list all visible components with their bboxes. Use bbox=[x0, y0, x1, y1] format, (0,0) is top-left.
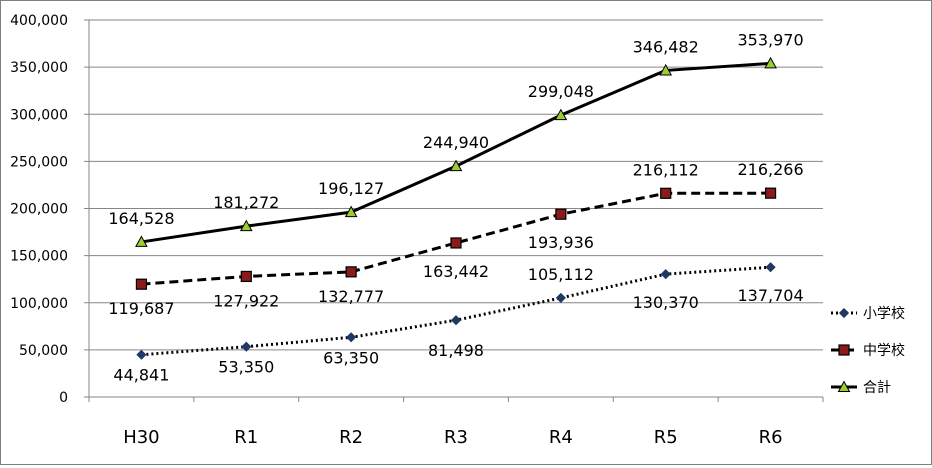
y-axis-tick-labels: 0 50,000 100,000 150,000 200,000 250,000 300,0… bbox=[10, 13, 68, 406]
data-label: 244,940 bbox=[423, 133, 489, 152]
y-tick-label: 150,000 bbox=[10, 249, 68, 265]
data-label: 299,048 bbox=[528, 82, 594, 101]
data-label: 44,841 bbox=[113, 366, 169, 385]
x-tick-label: H30 bbox=[123, 427, 159, 448]
data-label: 216,266 bbox=[737, 160, 803, 179]
x-tick-label: R3 bbox=[444, 427, 468, 448]
data-label: 130,370 bbox=[633, 293, 699, 312]
data-point bbox=[240, 270, 252, 283]
data-point bbox=[449, 159, 463, 172]
gridlines bbox=[89, 19, 823, 351]
y-tick-label: 200,000 bbox=[10, 202, 68, 218]
data-point bbox=[555, 208, 567, 220]
x-tick-label: R4 bbox=[549, 427, 573, 448]
data-point bbox=[764, 187, 777, 199]
x-axis-tick-labels: H30 R1 R2 R3 R4 R5 R6 bbox=[123, 427, 782, 448]
data-point bbox=[764, 56, 777, 69]
data-point bbox=[136, 349, 147, 360]
data-label: 346,482 bbox=[633, 37, 699, 56]
data-point bbox=[660, 187, 672, 199]
data-point bbox=[554, 108, 568, 121]
data-label: 127,922 bbox=[213, 291, 279, 310]
x-tick-label: R1 bbox=[234, 427, 258, 448]
y-tick-label: 350,000 bbox=[10, 60, 68, 76]
x-tick-label: R2 bbox=[339, 427, 363, 448]
data-point bbox=[346, 332, 357, 343]
data-point bbox=[659, 63, 673, 76]
y-tick-label: 300,000 bbox=[10, 107, 68, 123]
y-tick-label: 100,000 bbox=[10, 296, 68, 312]
data-point bbox=[239, 219, 253, 232]
legend-label: 小学校 bbox=[863, 305, 905, 322]
data-label: 181,272 bbox=[213, 193, 279, 212]
data-label: 216,112 bbox=[633, 160, 699, 179]
data-label: 164,528 bbox=[108, 209, 174, 228]
data-point bbox=[135, 235, 148, 247]
y-tick-label: 50,000 bbox=[19, 343, 68, 359]
data-label: 132,777 bbox=[318, 287, 384, 306]
data-point bbox=[450, 237, 462, 249]
y-tick-label: 400,000 bbox=[10, 13, 68, 29]
data-label: 63,350 bbox=[323, 348, 379, 367]
data-point bbox=[555, 292, 566, 303]
data-label: 81,498 bbox=[428, 341, 484, 360]
x-tick-label: R5 bbox=[654, 427, 678, 448]
data-point bbox=[765, 262, 776, 273]
data-point bbox=[660, 269, 671, 280]
data-point bbox=[344, 205, 358, 218]
legend-marker bbox=[838, 307, 850, 319]
legend-label: 合計 bbox=[863, 380, 891, 396]
data-label: 196,127 bbox=[318, 179, 384, 198]
data-label: 163,442 bbox=[423, 262, 489, 281]
x-tick-label: R6 bbox=[759, 427, 783, 448]
data-label: 119,687 bbox=[108, 299, 174, 318]
data-point bbox=[345, 266, 357, 278]
axes bbox=[84, 19, 824, 402]
y-tick-label: 0 bbox=[59, 390, 68, 406]
legend-marker bbox=[837, 380, 851, 392]
legend-marker bbox=[838, 344, 850, 356]
data-labels: 44,841 53,350 63,350 81,498 105,112 130,370 13… bbox=[108, 30, 803, 384]
series-lines bbox=[135, 56, 777, 360]
data-label: 137,704 bbox=[737, 286, 803, 305]
y-tick-label: 250,000 bbox=[10, 154, 68, 170]
total-line bbox=[141, 61, 771, 244]
data-label: 105,112 bbox=[528, 265, 594, 284]
legend-label: 中学校 bbox=[863, 342, 905, 359]
data-label: 193,936 bbox=[528, 233, 594, 252]
data-label: 353,970 bbox=[737, 30, 803, 49]
data-point bbox=[450, 315, 462, 326]
data-point bbox=[135, 278, 148, 290]
data-point bbox=[241, 341, 252, 352]
data-label: 53,350 bbox=[218, 358, 274, 377]
